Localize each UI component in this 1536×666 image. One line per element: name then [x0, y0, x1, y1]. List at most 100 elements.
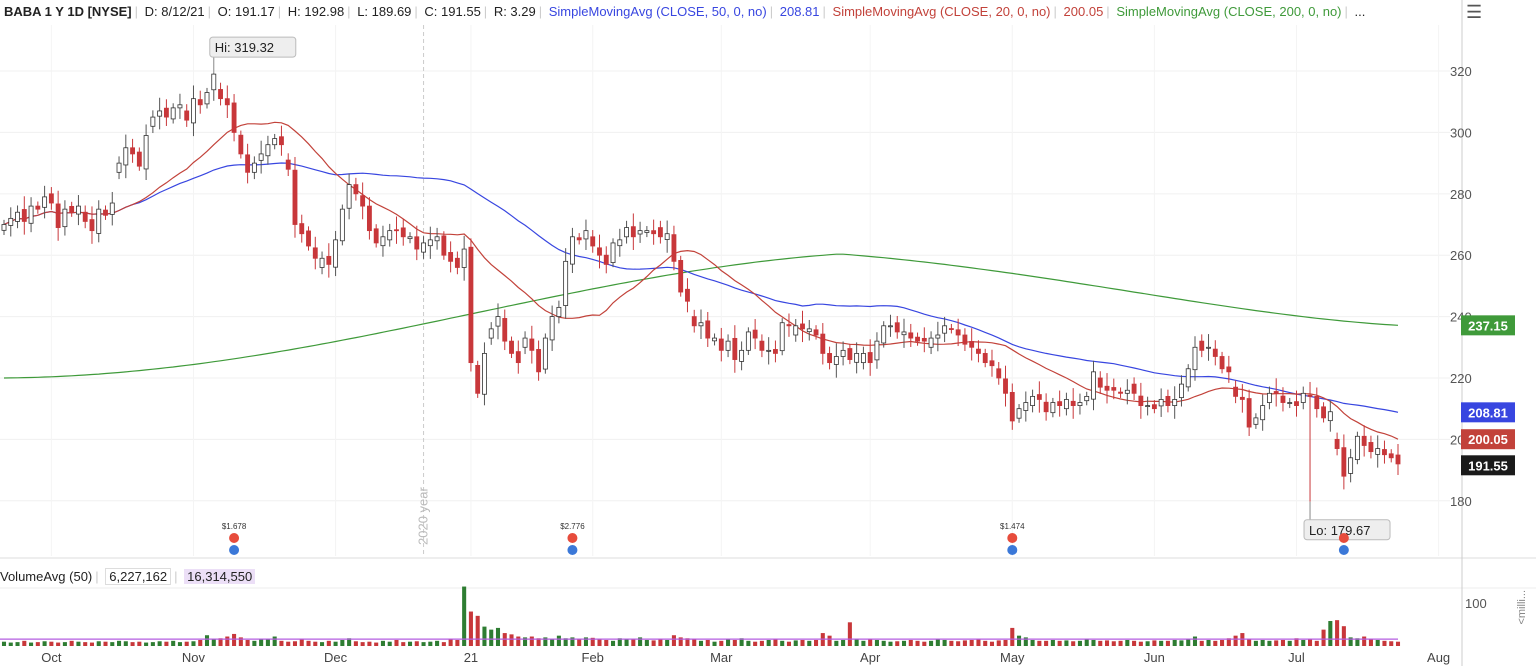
volume-bar [374, 642, 379, 646]
candle-body [1057, 401, 1063, 407]
candle [461, 235, 467, 281]
candle [231, 94, 237, 142]
sma50-legend[interactable]: SimpleMovingAvg (CLOSE, 50, 0, no) [548, 4, 767, 19]
high-value: H: 192.98 [287, 4, 345, 19]
candle [712, 333, 717, 346]
candle [1341, 434, 1347, 490]
price-axis: 180 200 220 240 260 280 300 320 [1450, 64, 1472, 509]
volume-bar [1274, 640, 1279, 646]
candle-body [1145, 405, 1151, 408]
candle [969, 328, 975, 361]
volume-bar [773, 639, 778, 646]
volume-bar [1368, 639, 1373, 646]
volume-bar [1260, 639, 1265, 646]
volume-bar [1145, 641, 1150, 646]
volume-bar [1280, 639, 1285, 646]
candle [8, 207, 14, 237]
candle-body [739, 349, 745, 362]
candle-body [299, 223, 305, 235]
y-tick-label: 300 [1450, 125, 1472, 140]
volume-bar [834, 640, 839, 646]
candle [1077, 393, 1083, 415]
volume-bar [1057, 640, 1062, 646]
candle-body [766, 349, 772, 352]
volume-bar [83, 642, 88, 646]
volume-bar [516, 636, 521, 646]
candle-body [1104, 385, 1110, 391]
candle [1009, 383, 1015, 430]
sma20-badge: 200.05 [1461, 429, 1515, 450]
x-tick-label: Aug [1427, 650, 1450, 665]
candle-body [130, 147, 136, 155]
candle-body [163, 107, 169, 118]
candle [130, 138, 136, 163]
volume-bar [380, 640, 385, 646]
x-tick-label: Mar [710, 650, 733, 665]
candle-body [522, 337, 528, 348]
candle [860, 346, 866, 370]
candle-body [874, 340, 880, 361]
candle-body [955, 329, 961, 336]
candle [881, 321, 887, 348]
symbol-label[interactable]: BABA 1 Y 1D [NYSE] [4, 4, 132, 19]
candle-body [576, 237, 582, 241]
sma200-legend[interactable]: SimpleMovingAvg (CLOSE, 200, 0, no) [1116, 4, 1342, 19]
volume-bar [577, 639, 582, 646]
sma20-legend[interactable]: SimpleMovingAvg (CLOSE, 20, 0, no) [832, 4, 1051, 19]
candle [630, 213, 636, 250]
volume-bar [976, 639, 981, 646]
legend-more[interactable]: ... [1354, 4, 1366, 19]
volume-bar [1010, 627, 1015, 646]
candle [908, 323, 914, 347]
volume-bar [462, 586, 467, 646]
candle [1185, 364, 1191, 392]
volume-study-label[interactable]: VolumeAvg (50) [0, 569, 93, 584]
dividend-markers: $1.678 $2.776 $1.474 [222, 522, 1349, 555]
candle [285, 153, 291, 177]
candle-body [197, 99, 203, 106]
candle-body [827, 353, 833, 364]
candle [123, 134, 129, 179]
sma50-badge: 208.81 [1461, 402, 1515, 423]
volume-bar [1355, 638, 1360, 646]
candle-body [1172, 399, 1178, 407]
volume-bar [1321, 629, 1326, 646]
candle-body [1233, 386, 1239, 397]
volume-bar [164, 641, 169, 646]
volume-bar [814, 639, 819, 646]
candle [1036, 381, 1042, 413]
volume-bar [1091, 639, 1096, 646]
earnings-icon [567, 545, 578, 555]
range-value: R: 3.29 [493, 4, 536, 19]
sma20-legend-value: 200.05 [1063, 4, 1104, 19]
candle-body [366, 205, 372, 232]
hamburger-menu-icon[interactable]: ☰ [1466, 2, 1483, 22]
candle [509, 336, 514, 359]
volume-bar [144, 642, 149, 646]
volume-bar [1341, 626, 1346, 646]
candle [427, 226, 433, 259]
candle-body [1300, 392, 1306, 403]
volume-bar [793, 640, 798, 646]
candle-body [1348, 457, 1354, 474]
volume-bar [590, 637, 595, 646]
sma50-path [3, 162, 1399, 413]
candle [874, 332, 880, 369]
volume-bar [989, 641, 995, 646]
candle [1206, 334, 1211, 361]
volume-bar [245, 639, 250, 646]
candle-body [191, 98, 196, 124]
candle [353, 177, 359, 201]
candle [718, 327, 724, 362]
candle-body [1003, 378, 1008, 394]
sma200-badge-bg [1461, 315, 1515, 336]
candle-body [421, 242, 426, 253]
candle [644, 226, 650, 238]
volume-bar [1307, 639, 1313, 646]
sma200-badge-text: 237.15 [1468, 318, 1508, 333]
volume-bar [29, 642, 34, 646]
candle-body [867, 352, 873, 364]
volume-bar [847, 622, 852, 646]
volume-bar [1084, 639, 1089, 646]
candle [773, 340, 778, 363]
